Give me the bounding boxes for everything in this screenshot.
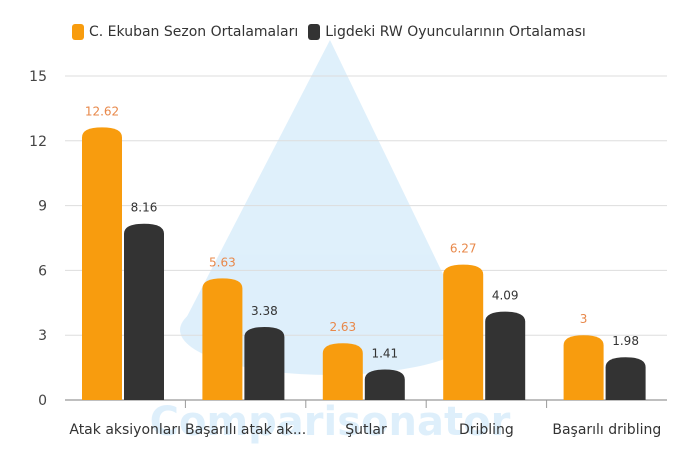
bar	[605, 357, 646, 400]
bar	[124, 223, 164, 400]
y-tick-label: 3	[38, 328, 47, 344]
data-label: 4.09	[492, 289, 519, 303]
bar	[563, 335, 604, 400]
legend-label: Ligdeki RW Oyuncularının Ortalaması	[325, 24, 586, 40]
data-label: 2.63	[329, 320, 356, 334]
x-tick-label: Atak aksiyonları	[69, 422, 181, 438]
legend-item-league[interactable]: Ligdeki RW Oyuncularının Ortalaması	[308, 24, 586, 40]
bar	[202, 278, 243, 400]
bar	[82, 127, 122, 401]
data-label: 3	[580, 312, 588, 326]
legend: C. Ekuban Sezon Ortalamaları Ligdeki RW …	[72, 24, 596, 40]
y-tick-label: 9	[38, 199, 47, 215]
watermark-shape	[180, 40, 470, 330]
data-label: 8.16	[131, 201, 158, 215]
legend-swatch	[72, 24, 84, 40]
watermark-text: Comparisonator	[150, 399, 511, 445]
data-label: 12.62	[85, 104, 119, 118]
bar	[485, 311, 526, 400]
data-label: 1.98	[612, 334, 639, 348]
x-tick-label: Başarılı atak ak...	[185, 422, 306, 438]
data-label: 5.63	[209, 255, 236, 269]
data-label: 6.27	[450, 242, 477, 256]
legend-swatch	[308, 24, 321, 40]
data-label: 3.38	[251, 304, 278, 318]
y-tick-label: 6	[38, 263, 47, 279]
y-tick-label: 12	[29, 134, 47, 150]
legend-label: C. Ekuban Sezon Ortalamaları	[89, 24, 299, 40]
bar	[322, 343, 363, 400]
bar	[443, 264, 484, 400]
y-tick-label: 15	[29, 69, 47, 85]
x-tick-label: Başarılı dribling	[552, 422, 661, 438]
bar	[364, 369, 405, 400]
y-tick-label: 0	[38, 393, 47, 409]
data-label: 1.41	[371, 347, 398, 361]
bar	[244, 326, 285, 400]
x-tick-label: Dribling	[459, 422, 514, 438]
x-tick-label: Şutlar	[345, 422, 387, 438]
legend-item-ekuban[interactable]: C. Ekuban Sezon Ortalamaları	[72, 24, 298, 40]
